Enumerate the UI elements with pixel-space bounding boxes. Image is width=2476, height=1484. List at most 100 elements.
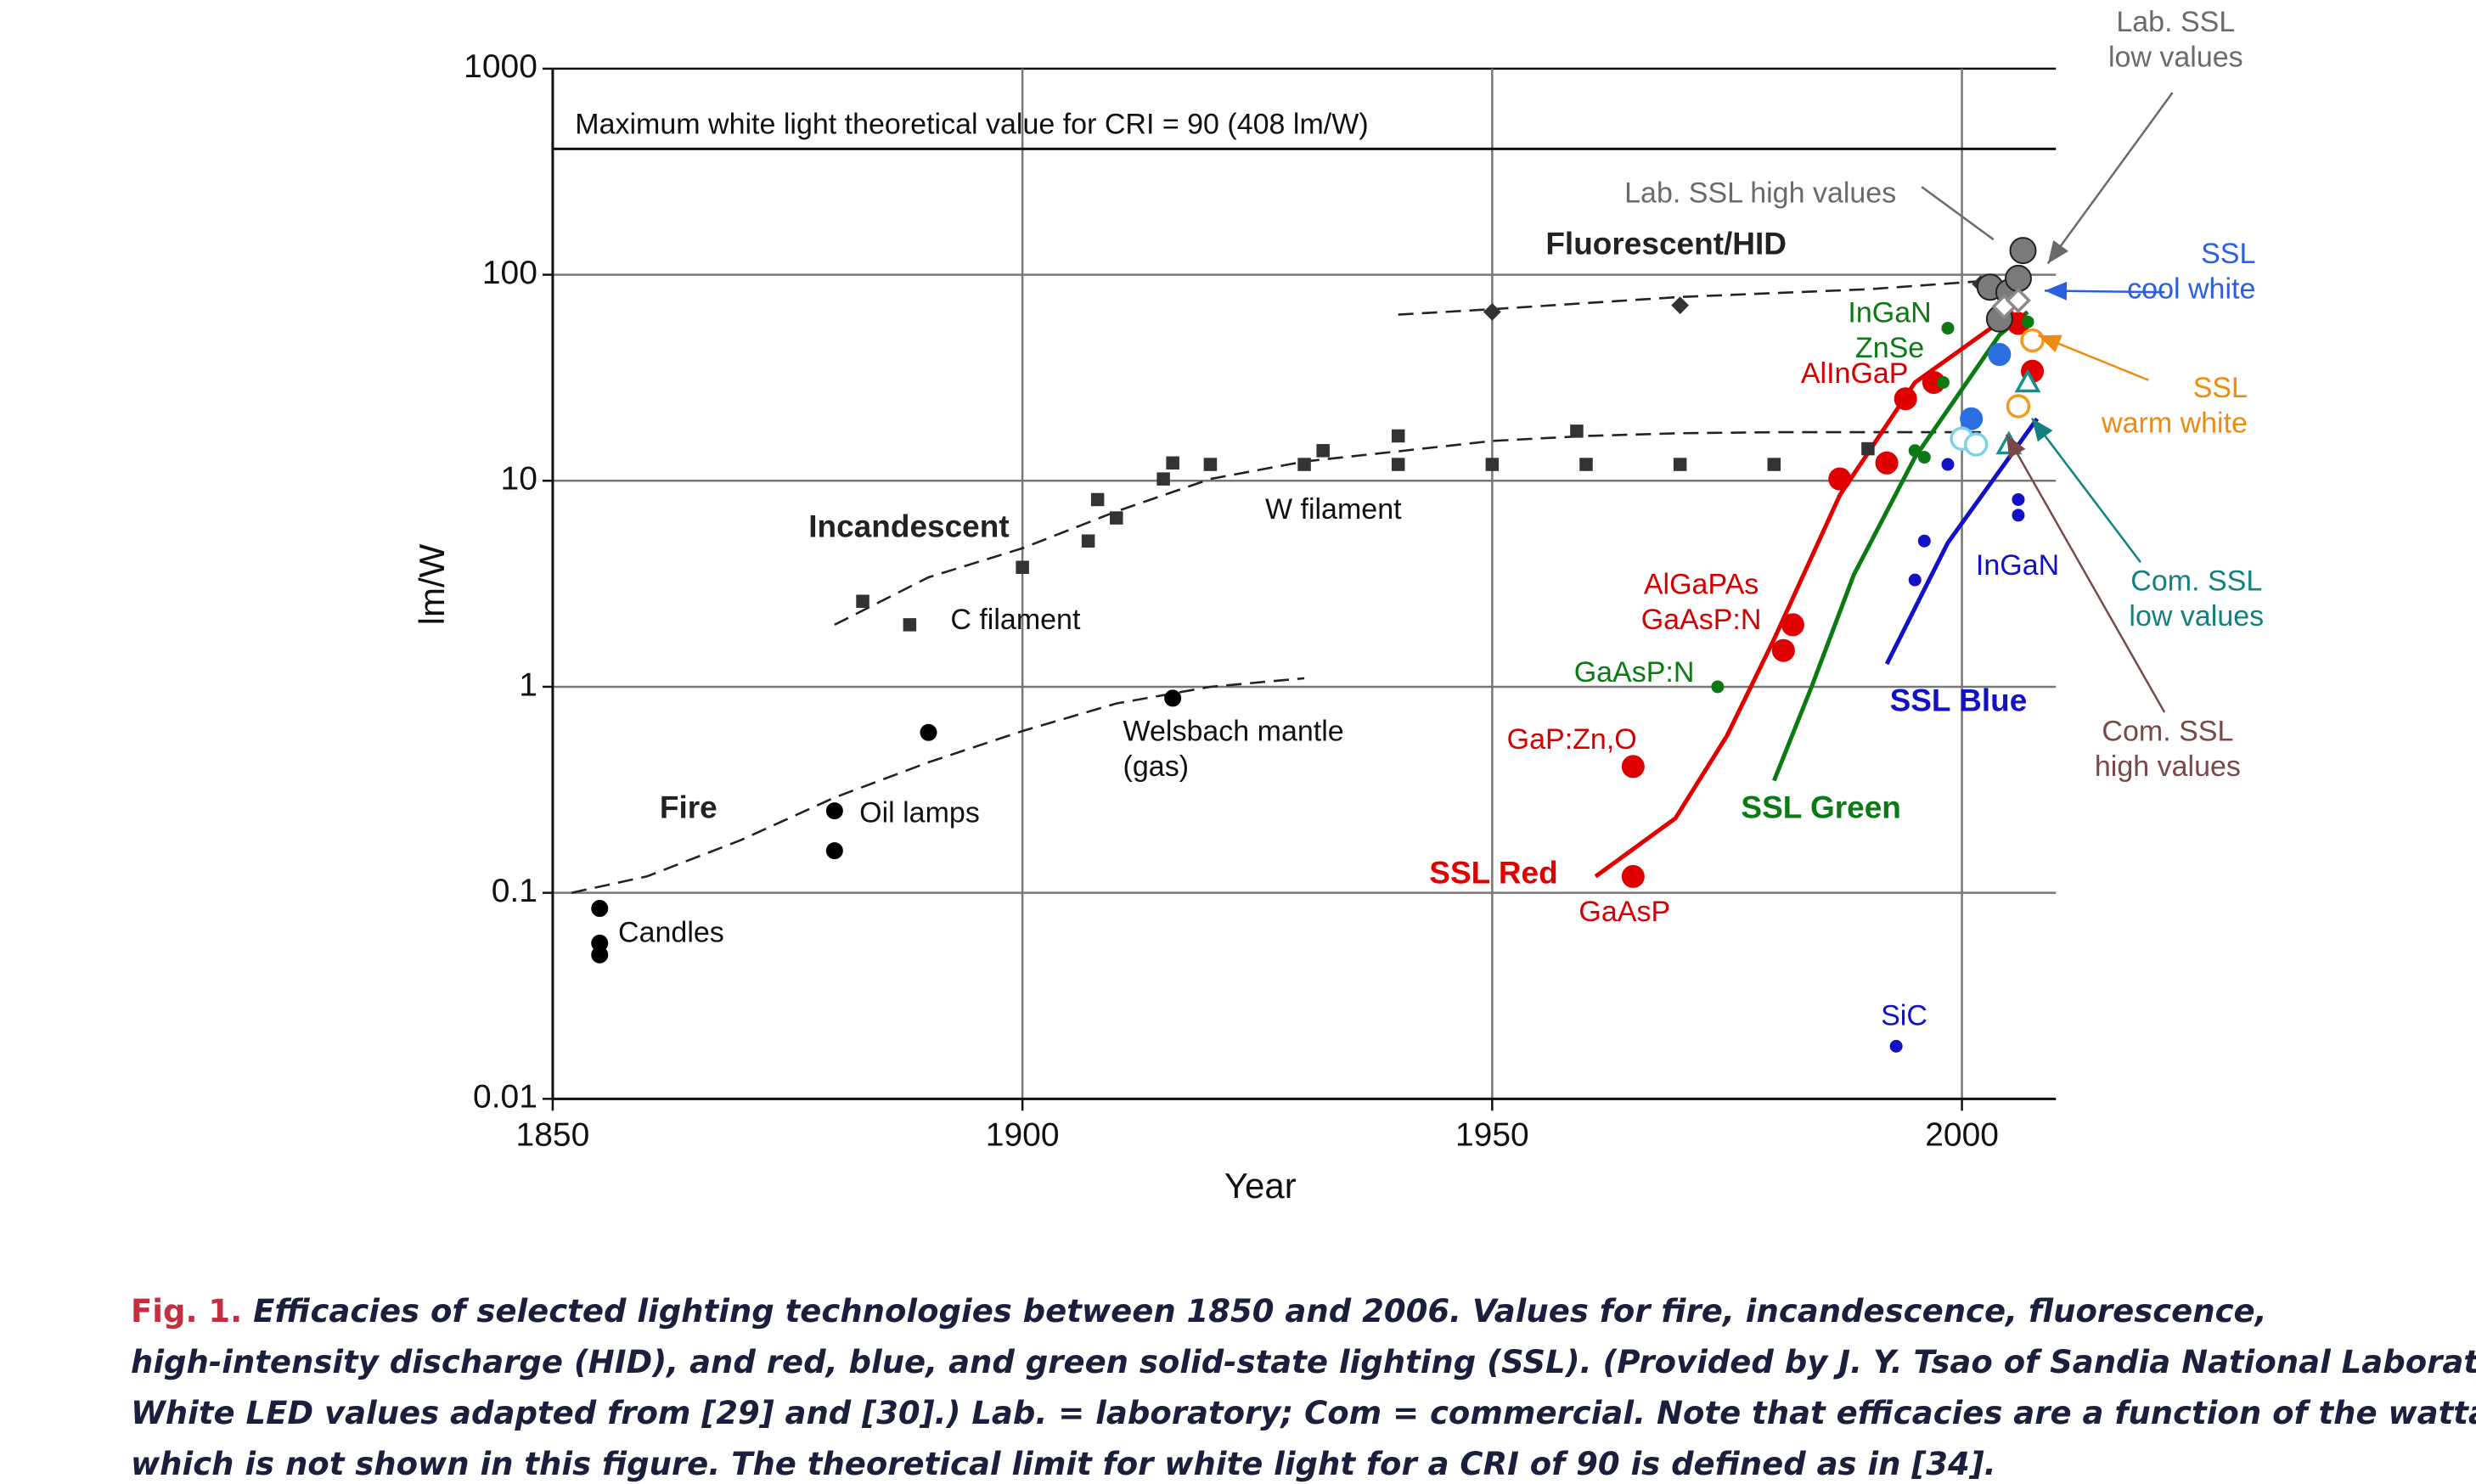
arrow-head xyxy=(2047,239,2069,264)
annotation: GaAsP:N xyxy=(1574,656,1695,689)
y-axis-title: lm/W xyxy=(412,543,452,625)
data-point xyxy=(1156,472,1170,486)
data-point xyxy=(1673,458,1687,471)
annotation-arrow xyxy=(2031,418,2141,563)
series-line xyxy=(571,677,1305,894)
data-point xyxy=(856,594,869,608)
data-point xyxy=(1621,864,1645,888)
data-point xyxy=(1936,375,1950,389)
arrow-head xyxy=(2006,434,2026,458)
data-point xyxy=(1828,467,1852,491)
data-point xyxy=(2006,394,2031,419)
data-point xyxy=(1963,432,1989,457)
annotation: Lab. SSL high values xyxy=(1624,177,1896,210)
data-point xyxy=(1781,613,1804,637)
data-point xyxy=(920,723,937,741)
annotation: Oil lamps xyxy=(859,796,980,829)
data-point xyxy=(1941,458,1955,471)
y-tick-label: 10 xyxy=(501,461,537,497)
data-point xyxy=(1988,343,2012,367)
annotation-arrow xyxy=(1921,186,1995,241)
annotation: InGaN xyxy=(1848,297,1931,329)
y-tick-label: 100 xyxy=(482,255,537,291)
series-line xyxy=(1884,417,2040,666)
data-point xyxy=(1485,458,1500,471)
data-point xyxy=(1917,451,1931,464)
series-label: SSL Red xyxy=(1429,856,1557,891)
data-point xyxy=(1203,458,1218,471)
annotation: InGaN xyxy=(1976,549,2059,582)
annotation: GaP:Zn,O xyxy=(1507,723,1637,756)
y-tick-label: 0.01 xyxy=(473,1079,537,1116)
annotation: Welsbach mantle xyxy=(1123,715,1344,747)
annotation: SSL xyxy=(2193,372,2248,404)
y-tick-label: 1000 xyxy=(464,48,537,85)
x-axis-title: Year xyxy=(1224,1166,1297,1206)
annotation: Com. SSL xyxy=(2130,565,2262,598)
annotation: ZnSe xyxy=(1855,332,1924,364)
data-point xyxy=(1016,560,1029,574)
data-point xyxy=(2020,328,2045,353)
caption-line: Fig. 1. Efficacies of selected lighting … xyxy=(131,1286,2457,1337)
annotation: (gas) xyxy=(1123,750,1189,783)
data-point xyxy=(1671,296,1690,315)
data-point xyxy=(1297,458,1311,471)
data-point xyxy=(1579,458,1593,471)
annotation: GaAsP xyxy=(1578,896,1670,928)
annotation: AlInGaP xyxy=(1801,357,1909,390)
data-point xyxy=(1316,444,1330,458)
series-label: Fire xyxy=(660,790,717,825)
data-point xyxy=(825,842,843,860)
data-point xyxy=(825,802,843,820)
annotation: Com. SSL xyxy=(2102,715,2233,747)
caption-text: Efficacies of selected lighting technolo… xyxy=(253,1293,2267,1329)
data-point xyxy=(591,900,609,918)
annotation: Candles xyxy=(618,917,724,949)
series-label: SSL Blue xyxy=(1890,683,2028,718)
data-point xyxy=(1166,456,1179,470)
data-point xyxy=(1875,451,1899,475)
data-point xyxy=(1894,387,1917,411)
data-point xyxy=(1090,492,1105,507)
caption-line: White LED values adapted from [29] and [… xyxy=(131,1395,2476,1431)
data-point xyxy=(2021,315,2034,329)
annotation: Lab. SSL xyxy=(2116,6,2235,38)
data-point xyxy=(2012,492,2025,506)
y-tick-label: 1 xyxy=(519,666,537,703)
data-point xyxy=(1391,429,1405,443)
data-point xyxy=(2009,237,2037,265)
data-point xyxy=(1908,573,1922,587)
caption: Fig. 1. Efficacies of selected lighting … xyxy=(131,1286,2476,1484)
y-tick-label: 0.1 xyxy=(492,873,537,909)
data-point xyxy=(1861,441,1875,456)
data-point xyxy=(591,946,609,964)
data-point xyxy=(1711,680,1725,694)
chart: 0.01 0.1 1 10 100 1000 1850 1900 1950 2000 Year lm/… xyxy=(412,6,2264,1206)
data-point xyxy=(1483,302,1501,321)
data-point xyxy=(1941,322,1955,335)
arrow-head xyxy=(2045,281,2068,301)
data-point xyxy=(1960,407,1984,430)
data-point xyxy=(1889,1039,1903,1053)
data-point xyxy=(2004,264,2032,292)
series-line xyxy=(1398,279,1981,316)
annotation-arrow xyxy=(2005,434,2166,713)
caption-line: high-intensity discharge (HID), and red,… xyxy=(131,1344,2476,1380)
x-tick-label: 1850 xyxy=(516,1117,590,1154)
caption-line: which is not shown in this figure. The t… xyxy=(131,1446,1996,1482)
data-point xyxy=(1391,458,1405,471)
data-point xyxy=(1164,689,1182,707)
figure-label: Fig. 1. xyxy=(131,1293,243,1329)
x-tick-label: 1900 xyxy=(986,1117,1060,1154)
data-point xyxy=(2005,287,2031,313)
annotation: high values xyxy=(2095,750,2241,783)
x-tick-label: 1950 xyxy=(1455,1117,1529,1154)
annotation: SSL xyxy=(2201,238,2255,270)
reference-label: Maximum white light theoretical value fo… xyxy=(575,109,1368,141)
data-point xyxy=(1908,444,1922,458)
data-point xyxy=(1621,755,1645,779)
annotation: W filament xyxy=(1265,493,1402,526)
annotation: low values xyxy=(2108,42,2243,74)
arrow-head xyxy=(2038,334,2062,353)
